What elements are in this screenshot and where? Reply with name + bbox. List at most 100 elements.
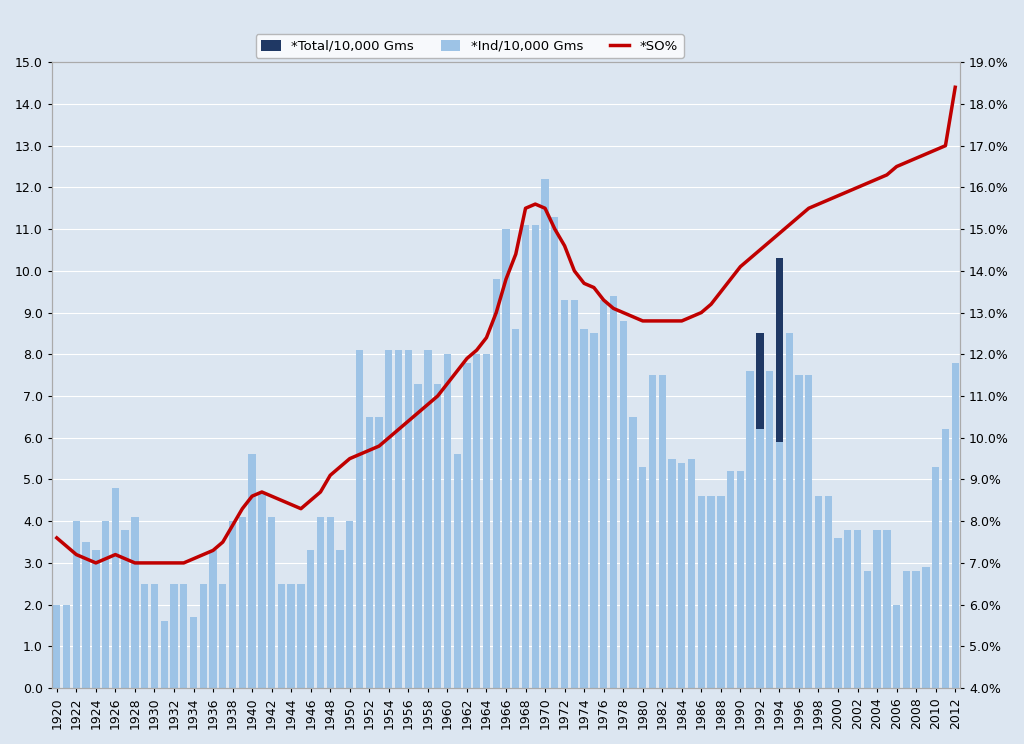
Bar bbox=[376, 417, 383, 688]
Bar bbox=[473, 354, 480, 688]
Bar bbox=[561, 300, 568, 688]
Bar bbox=[249, 455, 256, 688]
Bar bbox=[649, 375, 656, 688]
Legend: *Total/10,000 Gms, *Ind/10,000 Gms, *SO%: *Total/10,000 Gms, *Ind/10,000 Gms, *SO% bbox=[256, 34, 684, 58]
Bar bbox=[131, 517, 138, 688]
Bar bbox=[531, 225, 539, 688]
Bar bbox=[415, 383, 422, 688]
Bar bbox=[434, 383, 441, 688]
Bar bbox=[708, 496, 715, 688]
Bar bbox=[209, 551, 217, 688]
*SO% bbox=[246, 492, 258, 501]
Bar bbox=[630, 417, 637, 688]
Bar bbox=[776, 258, 783, 442]
Bar bbox=[522, 225, 529, 688]
Bar bbox=[356, 350, 364, 688]
Bar bbox=[542, 179, 549, 688]
*SO% bbox=[50, 533, 62, 542]
Bar bbox=[482, 354, 490, 688]
Bar bbox=[620, 321, 627, 688]
Bar bbox=[639, 467, 646, 688]
*SO% bbox=[773, 229, 785, 238]
Bar bbox=[239, 517, 246, 688]
Bar bbox=[395, 350, 402, 688]
Bar bbox=[493, 279, 500, 688]
Bar bbox=[581, 330, 588, 688]
Bar bbox=[883, 530, 891, 688]
Bar bbox=[609, 296, 617, 688]
Bar bbox=[151, 584, 158, 688]
Bar bbox=[766, 371, 773, 688]
Bar bbox=[951, 362, 958, 688]
Bar bbox=[923, 567, 930, 688]
*SO% bbox=[510, 250, 522, 259]
Bar bbox=[785, 333, 793, 688]
Bar bbox=[170, 584, 177, 688]
Bar bbox=[551, 217, 558, 688]
Bar bbox=[62, 605, 71, 688]
Bar bbox=[570, 300, 578, 688]
*SO% bbox=[207, 546, 219, 555]
Bar bbox=[92, 551, 99, 688]
Bar bbox=[746, 371, 754, 688]
Bar bbox=[512, 330, 519, 688]
Bar bbox=[669, 458, 676, 688]
Bar bbox=[229, 522, 237, 688]
Bar bbox=[141, 584, 148, 688]
Bar bbox=[73, 522, 80, 688]
Bar bbox=[590, 333, 598, 688]
Bar bbox=[757, 429, 764, 688]
Bar bbox=[757, 333, 764, 429]
Bar bbox=[82, 542, 90, 688]
Bar bbox=[385, 350, 392, 688]
Bar bbox=[112, 488, 119, 688]
Bar bbox=[688, 458, 695, 688]
Bar bbox=[366, 417, 373, 688]
Bar bbox=[327, 517, 334, 688]
Bar bbox=[404, 350, 412, 688]
Bar bbox=[503, 229, 510, 688]
Bar bbox=[658, 375, 666, 688]
Bar bbox=[307, 551, 314, 688]
*SO% bbox=[177, 559, 189, 568]
Bar bbox=[278, 584, 285, 688]
Bar bbox=[942, 429, 949, 688]
Bar bbox=[805, 375, 812, 688]
Bar bbox=[844, 530, 851, 688]
Bar bbox=[161, 621, 168, 688]
Bar bbox=[697, 496, 705, 688]
Bar bbox=[815, 496, 822, 688]
Bar bbox=[443, 354, 451, 688]
Bar bbox=[873, 530, 881, 688]
Bar bbox=[53, 605, 60, 688]
Bar bbox=[102, 522, 110, 688]
Bar bbox=[454, 455, 461, 688]
Bar bbox=[463, 362, 471, 688]
Bar bbox=[678, 463, 685, 688]
*SO% bbox=[685, 312, 697, 321]
Bar bbox=[189, 618, 198, 688]
Bar bbox=[893, 605, 900, 688]
Bar bbox=[932, 467, 939, 688]
Bar bbox=[835, 538, 842, 688]
*SO% bbox=[949, 83, 962, 92]
*SO% bbox=[90, 559, 102, 568]
Bar bbox=[219, 584, 226, 688]
Bar bbox=[776, 442, 783, 688]
Bar bbox=[180, 584, 187, 688]
Bar bbox=[736, 471, 744, 688]
Bar bbox=[297, 584, 304, 688]
Bar bbox=[727, 471, 734, 688]
Bar bbox=[796, 375, 803, 688]
Bar bbox=[863, 571, 871, 688]
Bar bbox=[288, 584, 295, 688]
Bar bbox=[824, 496, 831, 688]
Line: *SO%: *SO% bbox=[56, 87, 955, 563]
Bar bbox=[912, 571, 920, 688]
Bar bbox=[316, 517, 325, 688]
Bar bbox=[854, 530, 861, 688]
Bar bbox=[717, 496, 725, 688]
Bar bbox=[346, 522, 353, 688]
Bar bbox=[258, 492, 265, 688]
Bar bbox=[903, 571, 910, 688]
